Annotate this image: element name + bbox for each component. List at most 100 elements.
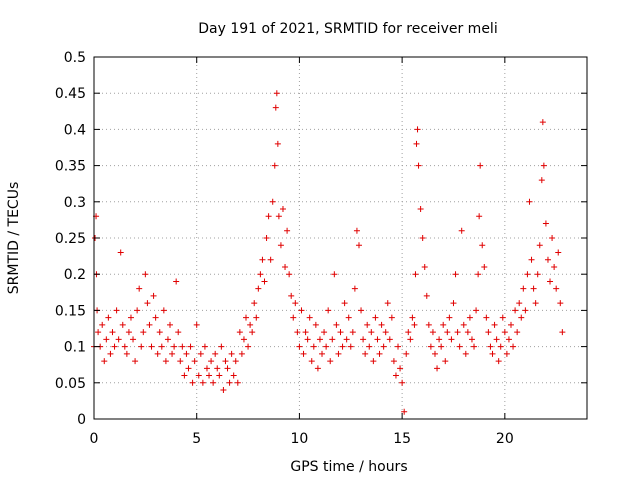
data-point: [372, 314, 379, 321]
data-point: [115, 336, 122, 343]
data-point: [414, 126, 421, 133]
data-point: [333, 321, 340, 328]
data-point: [553, 285, 560, 292]
y-tick-label: 0.25: [55, 231, 86, 247]
data-point: [382, 329, 389, 336]
data-point: [249, 329, 256, 336]
y-tick-label: 0.4: [64, 122, 86, 138]
data-point: [440, 321, 447, 328]
data-point: [495, 358, 502, 365]
data-point: [234, 379, 241, 386]
data-point: [505, 336, 512, 343]
data-point: [290, 314, 297, 321]
data-point: [312, 321, 319, 328]
data-point: [300, 350, 307, 357]
data-point: [538, 177, 545, 184]
data-point: [514, 329, 521, 336]
grid-lines: [94, 57, 587, 419]
y-tick-label: 0.3: [64, 195, 86, 211]
data-point: [255, 285, 262, 292]
y-tick-label: 0.1: [64, 340, 86, 356]
data-point: [325, 307, 332, 314]
data-point: [399, 379, 406, 386]
x-tick-label: 20: [496, 431, 514, 447]
data-point: [520, 285, 527, 292]
data-point: [175, 329, 182, 336]
data-point: [518, 314, 525, 321]
data-point: [501, 329, 508, 336]
data-point: [265, 213, 272, 220]
data-point: [302, 329, 309, 336]
data-point: [549, 235, 556, 241]
data-point: [370, 358, 377, 365]
data-point: [218, 343, 225, 350]
data-point: [380, 343, 387, 350]
data-point: [510, 343, 517, 350]
data-point: [446, 314, 453, 321]
data-point: [335, 350, 342, 357]
data-point: [417, 206, 424, 213]
data-point: [259, 256, 266, 263]
data-point: [314, 365, 321, 372]
data-point: [263, 235, 270, 241]
data-point: [152, 314, 159, 321]
data-point: [288, 292, 295, 299]
data-point: [113, 307, 120, 314]
data-point: [358, 307, 365, 314]
data-point: [339, 343, 346, 350]
data-point: [403, 350, 410, 357]
data-point: [195, 372, 202, 379]
data-point: [323, 343, 330, 350]
data-point: [140, 329, 147, 336]
tick-labels: 0 0.05 0.1 0.15 0.2 0.25 0.3 0.35 0.4 0.45 0.5 0 5 10…: [55, 50, 514, 447]
data-point: [105, 314, 112, 321]
data-point: [185, 365, 192, 372]
data-point: [431, 350, 438, 357]
data-point: [524, 271, 531, 278]
x-tick-label: 0: [90, 431, 99, 447]
data-point: [390, 358, 397, 365]
data-point: [491, 321, 498, 328]
data-point: [199, 379, 206, 386]
data-point: [532, 300, 539, 307]
data-point: [555, 249, 562, 256]
data-point: [236, 329, 243, 336]
data-point: [274, 140, 281, 147]
data-point: [220, 387, 227, 394]
data-point: [473, 307, 480, 314]
data-point: [282, 263, 289, 270]
y-tick-label: 0.35: [55, 159, 86, 175]
data-point: [536, 242, 543, 249]
data-point: [125, 329, 132, 336]
data-point: [360, 336, 367, 343]
data-point: [355, 242, 362, 249]
data-point: [271, 162, 278, 169]
data-point: [257, 271, 264, 278]
data-point: [179, 343, 186, 350]
data-point: [296, 343, 303, 350]
data-point: [173, 278, 180, 285]
data-point: [493, 336, 500, 343]
data-point: [489, 350, 496, 357]
data-point: [409, 314, 416, 321]
data-point: [119, 321, 126, 328]
data-point: [456, 343, 463, 350]
x-tick-label: 10: [291, 431, 309, 447]
data-point: [542, 220, 549, 227]
data-point: [462, 350, 469, 357]
data-point: [551, 263, 558, 270]
data-point: [337, 329, 344, 336]
data-point: [167, 321, 174, 328]
data-point: [316, 336, 323, 343]
data-points: [91, 90, 566, 415]
data-point: [127, 314, 134, 321]
data-point: [304, 336, 311, 343]
data-point: [294, 329, 301, 336]
data-point: [343, 336, 350, 343]
y-tick-label: 0.05: [55, 376, 86, 392]
data-point: [376, 350, 383, 357]
data-point: [419, 235, 426, 241]
data-point: [547, 278, 554, 285]
data-point: [206, 372, 213, 379]
